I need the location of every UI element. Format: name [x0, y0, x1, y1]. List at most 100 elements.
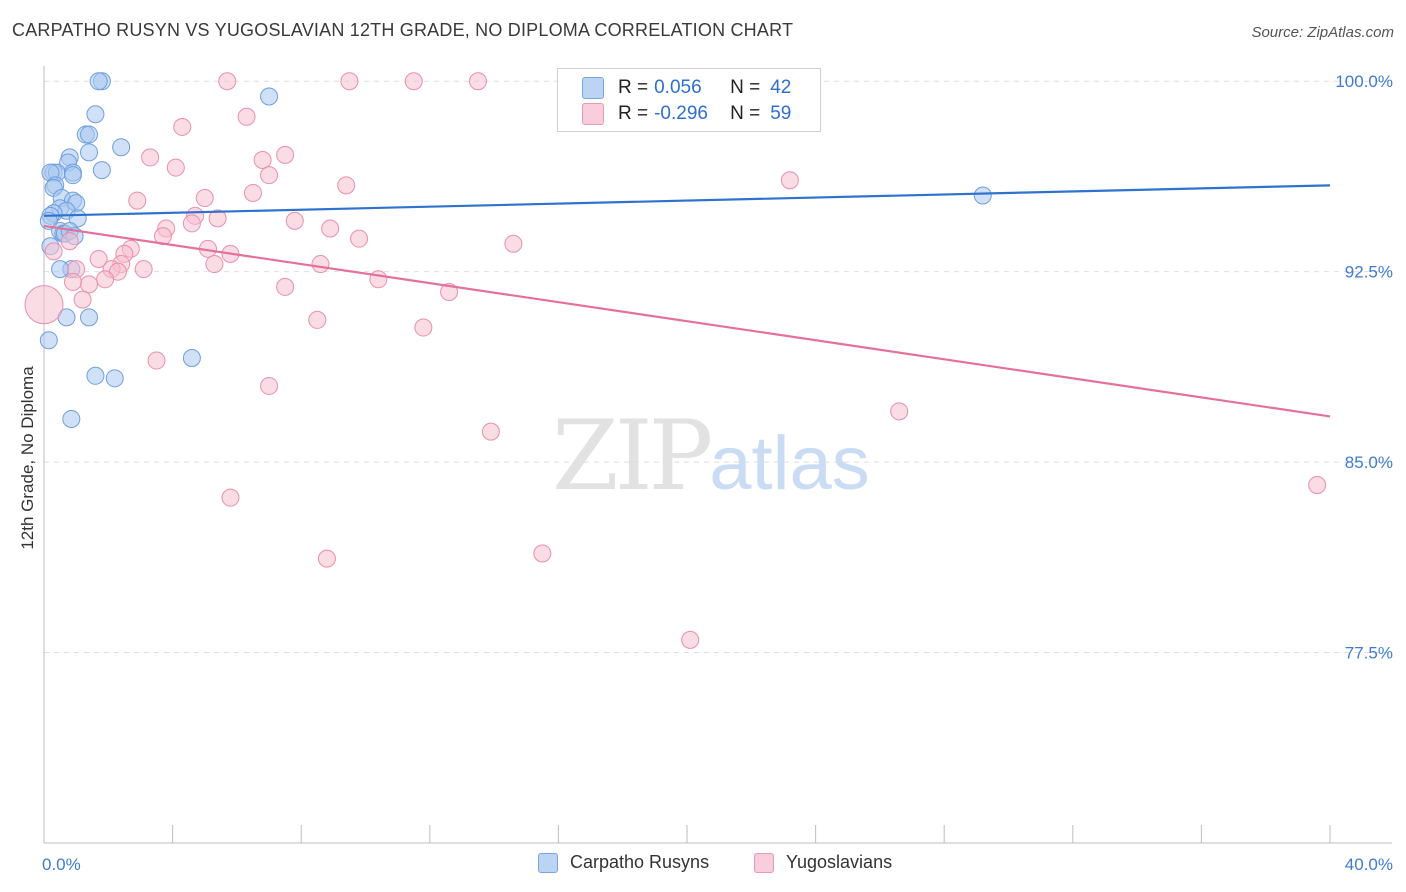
- point-yugoslavian: [63, 272, 82, 291]
- point-yugoslavian: [276, 145, 295, 164]
- y-tick-label: 77.5%: [1345, 644, 1393, 663]
- series-legend: Carpatho Rusyns Yugoslavians: [0, 852, 1406, 878]
- point-carpatho-rusyn: [973, 186, 992, 205]
- legend-item-carpatho-rusyns[interactable]: Carpatho Rusyns: [538, 852, 709, 873]
- point-yugoslavian: [89, 249, 108, 268]
- y-axis-label: 12th Grade, No Diploma: [18, 366, 37, 550]
- trend-lines: [43, 184, 1331, 418]
- legend-n-label: N =: [730, 77, 761, 98]
- y-tick-label: 85.0%: [1345, 453, 1393, 472]
- point-yugoslavian: [60, 232, 79, 251]
- point-carpatho-rusyn: [51, 260, 70, 279]
- point-carpatho-rusyn: [92, 161, 111, 180]
- point-carpatho-rusyn: [39, 331, 58, 350]
- gridlines: [44, 80, 1392, 654]
- point-yugoslavian: [311, 255, 330, 274]
- point-yugoslavian: [182, 214, 201, 233]
- point-yugoslavian: [317, 549, 336, 568]
- point-yugoslavian: [96, 270, 115, 289]
- point-yugoslavian: [141, 148, 160, 167]
- point-carpatho-rusyn: [182, 349, 201, 368]
- point-yugoslavian: [1308, 475, 1327, 494]
- legend-swatch-blue: [582, 77, 604, 99]
- legend-r-label: R =: [618, 103, 649, 124]
- point-yugoslavian: [337, 176, 356, 195]
- point-yugoslavian: [134, 260, 153, 279]
- watermark-zip: ZIP: [552, 400, 713, 512]
- point-yugoslavian: [208, 209, 227, 228]
- legend-r-label: R =: [618, 77, 649, 98]
- point-yugoslavian: [350, 229, 369, 248]
- point-yugoslavian: [340, 72, 359, 91]
- point-yugoslavian: [205, 255, 224, 274]
- point-yugoslavian: [73, 290, 92, 309]
- y-tick-label: 92.5%: [1345, 263, 1393, 282]
- y-tick-label: 100.0%: [1335, 72, 1393, 91]
- point-carpatho-rusyn: [112, 138, 131, 157]
- point-yugoslavian: [195, 189, 214, 208]
- point-carpatho-rusyn: [62, 409, 81, 428]
- point-yugoslavian: [285, 211, 304, 230]
- point-yugoslavian: [681, 630, 700, 649]
- point-yugoslavian: [253, 150, 272, 169]
- legend-n-label: N =: [730, 103, 761, 124]
- point-carpatho-rusyn: [89, 72, 108, 91]
- legend-swatch-blue: [538, 852, 558, 873]
- legend-swatch-pink: [754, 852, 774, 873]
- point-yugoslavian: [308, 310, 327, 329]
- point-carpatho-rusyn: [86, 366, 105, 385]
- point-yugoslavian: [276, 277, 295, 296]
- legend-r-value: 0.056: [654, 77, 702, 98]
- point-yugoslavian: [890, 402, 909, 421]
- legend-n-value: 59: [770, 103, 792, 124]
- point-yugoslavian: [218, 72, 237, 91]
- point-yugoslavian: [24, 285, 64, 325]
- point-yugoslavian: [469, 72, 488, 91]
- point-yugoslavian: [321, 219, 340, 238]
- point-yugoslavian: [533, 544, 552, 563]
- point-yugoslavian: [243, 183, 262, 202]
- watermark-atlas: atlas: [709, 421, 870, 506]
- point-yugoslavian: [504, 234, 523, 253]
- legend-item-yugoslavians[interactable]: Yugoslavians: [754, 852, 892, 873]
- legend-label: Carpatho Rusyns: [570, 852, 710, 872]
- point-yugoslavian: [414, 318, 433, 337]
- point-yugoslavian: [128, 191, 147, 210]
- point-yugoslavian: [237, 107, 256, 126]
- point-carpatho-rusyn: [105, 369, 124, 388]
- legend-row-carpatho: R = 0.056 N = 42: [582, 76, 791, 100]
- tick-labels: 100.0% 92.5% 85.0% 77.5% 0.0% 40.0%: [42, 72, 1393, 874]
- point-yugoslavian: [481, 422, 500, 441]
- series-yugoslavians: [24, 72, 1327, 649]
- point-yugoslavian: [173, 117, 192, 136]
- point-yugoslavian: [440, 282, 459, 301]
- legend-n-value: 42: [770, 77, 792, 98]
- watermark: ZIPatlas: [552, 400, 870, 512]
- point-yugoslavian: [147, 351, 166, 370]
- point-yugoslavian: [80, 275, 99, 294]
- point-yugoslavian: [260, 376, 279, 395]
- point-yugoslavian: [404, 72, 423, 91]
- point-yugoslavian: [369, 270, 388, 289]
- point-yugoslavian: [221, 488, 240, 507]
- point-yugoslavian: [260, 166, 279, 185]
- legend-row-yugoslavian: R = -0.296 N = 59: [582, 102, 791, 126]
- point-carpatho-rusyn: [80, 308, 99, 327]
- x-tick-label: 0.0%: [42, 855, 81, 874]
- trend-line-yugoslavians: [43, 224, 1331, 418]
- legend-label: Yugoslavians: [786, 852, 893, 872]
- axes: [43, 66, 1392, 844]
- point-carpatho-rusyn: [260, 87, 279, 106]
- legend-swatch-pink: [582, 103, 604, 125]
- point-carpatho-rusyn: [63, 166, 82, 185]
- point-yugoslavian: [166, 158, 185, 177]
- trend-line-carpatho-rusyns: [43, 184, 1331, 217]
- chart-title: CARPATHO RUSYN VS YUGOSLAVIAN 12TH GRADE…: [12, 20, 794, 40]
- legend-r-value: -0.296: [654, 103, 708, 124]
- x-tick-label: 40.0%: [1345, 855, 1393, 874]
- correlation-legend: R = 0.056 N = 42 R = -0.296 N = 59: [557, 68, 821, 132]
- point-yugoslavian: [780, 171, 799, 190]
- point-carpatho-rusyn: [80, 125, 99, 144]
- source-label: Source: ZipAtlas.com: [1251, 24, 1394, 41]
